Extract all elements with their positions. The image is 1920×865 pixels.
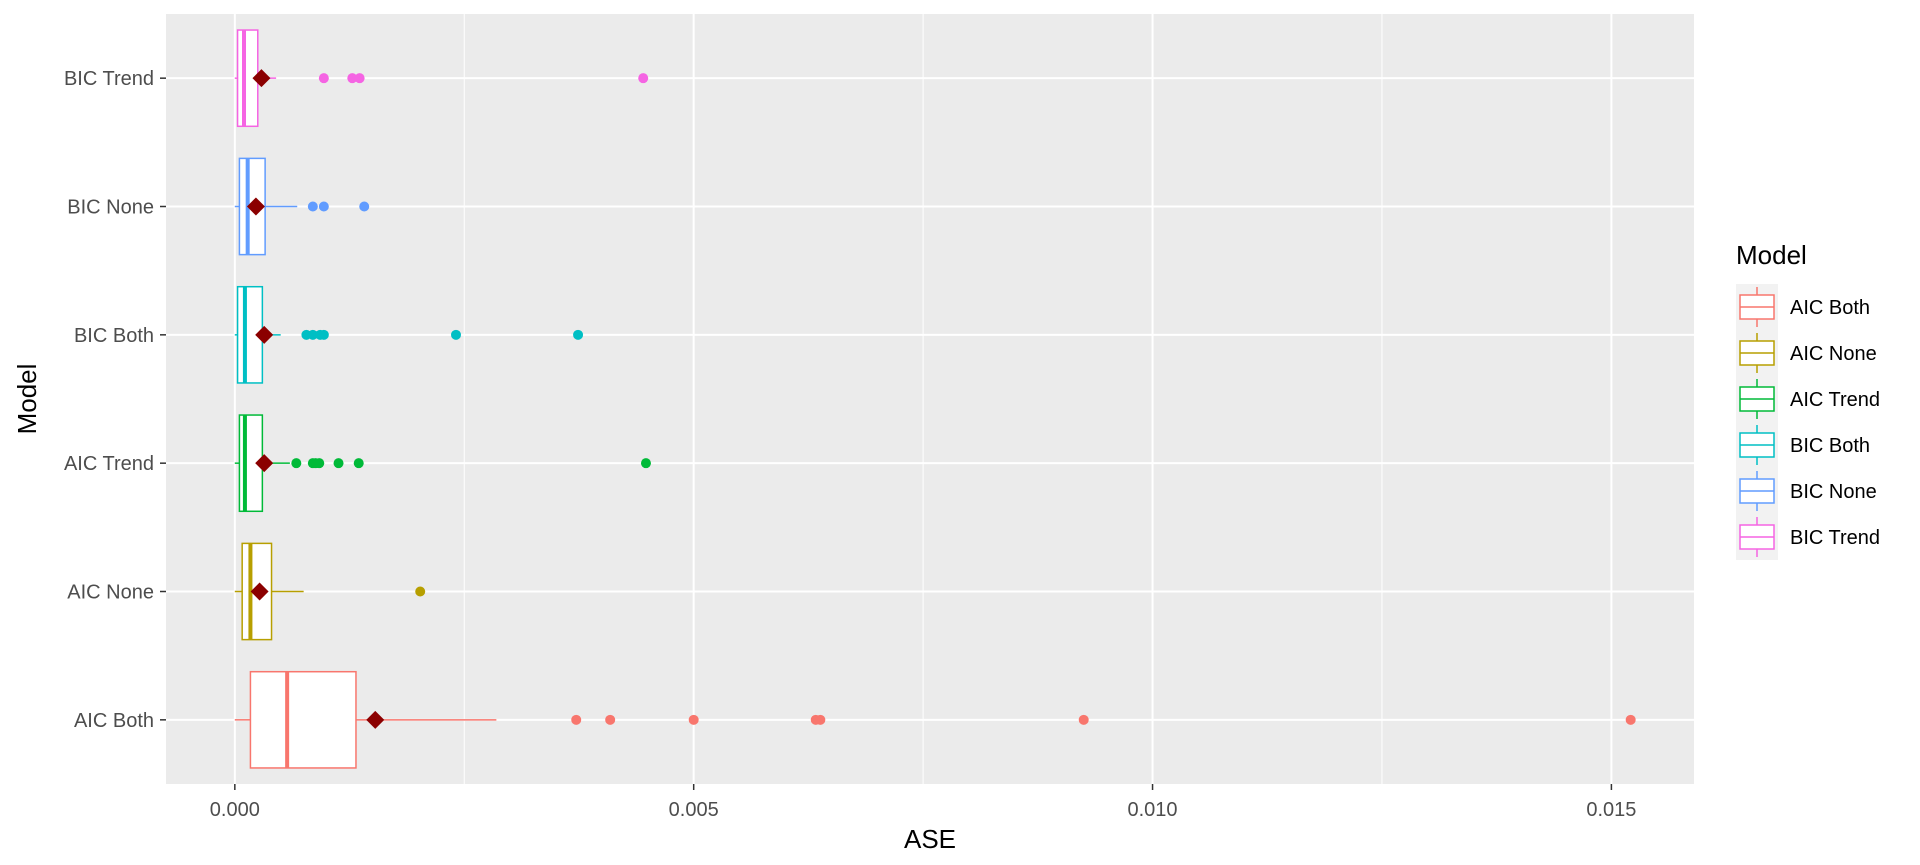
- outlier-point: [318, 201, 329, 212]
- mean-marker: [252, 69, 271, 88]
- box-aic-none: [234, 542, 426, 641]
- outlier-point: [359, 201, 370, 212]
- legend-item: BIC Trend: [1736, 514, 1880, 560]
- legend-item: BIC None: [1736, 468, 1877, 514]
- y-tick-label: AIC Trend: [64, 453, 154, 475]
- legend-label: BIC Trend: [1790, 527, 1880, 549]
- outlier-point: [815, 714, 826, 725]
- outlier-point: [354, 73, 365, 84]
- x-axis-ticks: 0.000 0.005 0.010 0.015: [210, 784, 1636, 821]
- y-axis-ticks: AIC Both AIC None AIC Trend BIC Both BIC Non…: [64, 68, 166, 732]
- outlier-point: [318, 329, 329, 340]
- x-tick-label: 0.010: [1128, 799, 1178, 821]
- legend-label: AIC None: [1790, 343, 1877, 365]
- outlier-point: [307, 201, 318, 212]
- y-tick-label: BIC Trend: [64, 68, 154, 90]
- y-tick-label: AIC Both: [74, 710, 154, 732]
- legend-label: BIC Both: [1790, 435, 1870, 457]
- x-tick-label: 0.005: [669, 799, 719, 821]
- box-iqr: [249, 670, 357, 769]
- outlier-point: [640, 458, 651, 469]
- outlier-point: [605, 714, 616, 725]
- box-aic-both: [234, 670, 1636, 769]
- mean-marker: [366, 710, 385, 729]
- legend-items: AIC Both AIC None AIC Trend BIC Both BIC Non…: [1736, 284, 1880, 560]
- plot-panel: [166, 14, 1694, 784]
- outlier-point: [638, 73, 649, 84]
- y-tick-label: AIC None: [67, 582, 154, 604]
- box-bic-none: [234, 157, 370, 256]
- minor-gridlines: [463, 14, 1383, 784]
- legend: Model AIC Both AIC None AIC Trend BIC Both B…: [1736, 240, 1880, 560]
- box-bic-trend: [234, 29, 649, 128]
- outlier-point: [307, 329, 318, 340]
- outlier-point: [347, 73, 358, 84]
- outlier-point: [353, 458, 364, 469]
- outlier-point: [318, 73, 329, 84]
- box-bic-both: [234, 285, 584, 384]
- major-gridlines: [166, 14, 1694, 784]
- mean-marker: [255, 325, 274, 344]
- box-aic-trend: [234, 414, 651, 513]
- legend-item: AIC None: [1736, 330, 1877, 376]
- outlier-point: [314, 458, 325, 469]
- outlier-point: [1625, 714, 1636, 725]
- y-tick-label: BIC None: [67, 197, 154, 219]
- outlier-point: [450, 329, 461, 340]
- x-tick-label: 0.015: [1586, 799, 1636, 821]
- y-axis-title: Model: [12, 364, 42, 435]
- outlier-point: [333, 458, 344, 469]
- legend-title: Model: [1736, 240, 1807, 270]
- x-tick-label: 0.000: [210, 799, 260, 821]
- legend-item: AIC Trend: [1736, 376, 1880, 422]
- outlier-point: [1078, 714, 1089, 725]
- box-series: [234, 29, 1636, 769]
- legend-label: BIC None: [1790, 481, 1877, 503]
- legend-item: BIC Both: [1736, 422, 1870, 468]
- outlier-point: [573, 329, 584, 340]
- mean-marker: [250, 582, 269, 601]
- legend-label: AIC Trend: [1790, 389, 1880, 411]
- outlier-point: [571, 714, 582, 725]
- mean-marker: [255, 454, 274, 473]
- legend-item: AIC Both: [1736, 284, 1870, 330]
- mean-marker: [246, 197, 265, 216]
- outlier-point: [291, 458, 302, 469]
- outlier-point: [688, 714, 699, 725]
- y-tick-label: BIC Both: [74, 325, 154, 347]
- outlier-point: [415, 586, 426, 597]
- x-axis-title: ASE: [904, 824, 956, 854]
- legend-label: AIC Both: [1790, 297, 1870, 319]
